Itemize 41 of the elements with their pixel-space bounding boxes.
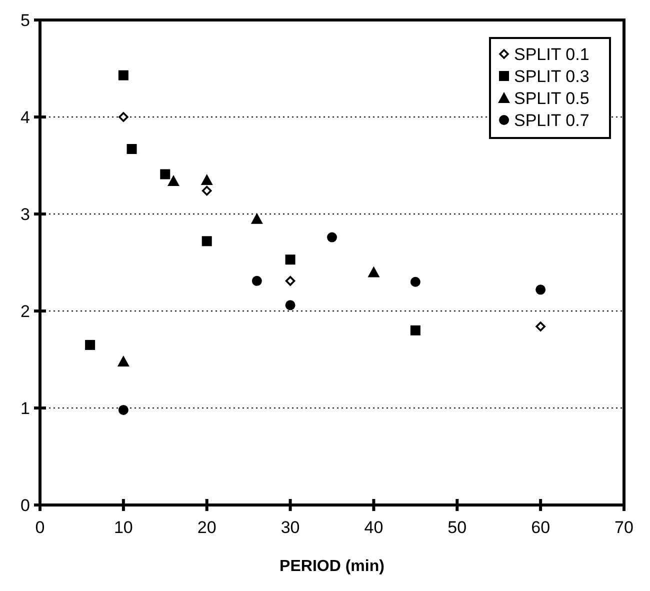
point [118, 70, 128, 80]
y-tick-label: 1 [20, 399, 30, 418]
x-axis-title: PERIOD (min) [280, 558, 384, 575]
x-tick-label: 0 [35, 518, 45, 537]
x-tick-label: 60 [531, 518, 550, 537]
x-tick-label: 20 [197, 518, 216, 537]
point [126, 144, 137, 154]
point [285, 276, 296, 286]
x-tick-label: 10 [114, 518, 133, 537]
point [118, 404, 128, 415]
legend-label: SPLIT 0.7 [514, 111, 590, 130]
x-tick-label: 30 [280, 518, 300, 537]
y-tick-label: 3 [20, 205, 30, 224]
legend-label: SPLIT 0.3 [514, 67, 590, 86]
point [252, 276, 262, 286]
point [285, 300, 296, 310]
x-tick-label: 70 [614, 518, 634, 537]
point [160, 169, 170, 180]
point [368, 266, 380, 278]
point [117, 355, 130, 366]
y-tick-label: 4 [20, 108, 30, 127]
y-tick-label: 0 [20, 496, 30, 515]
point [285, 254, 296, 265]
point [327, 232, 337, 242]
point [250, 212, 263, 224]
point [410, 276, 420, 287]
point [536, 284, 546, 295]
point [202, 186, 212, 196]
point [167, 175, 180, 186]
x-tick-label: 40 [364, 518, 384, 537]
point [200, 174, 213, 186]
point [410, 325, 420, 336]
x-tick-label: 50 [448, 518, 467, 537]
point [85, 340, 96, 350]
point [202, 236, 212, 246]
point [536, 322, 546, 332]
point [118, 112, 128, 122]
y-tick-label: 2 [20, 302, 30, 321]
legend-label: SPLIT 0.1 [514, 45, 590, 64]
legend-label: SPLIT 0.5 [514, 89, 590, 108]
y-tick-label: 5 [20, 11, 30, 30]
